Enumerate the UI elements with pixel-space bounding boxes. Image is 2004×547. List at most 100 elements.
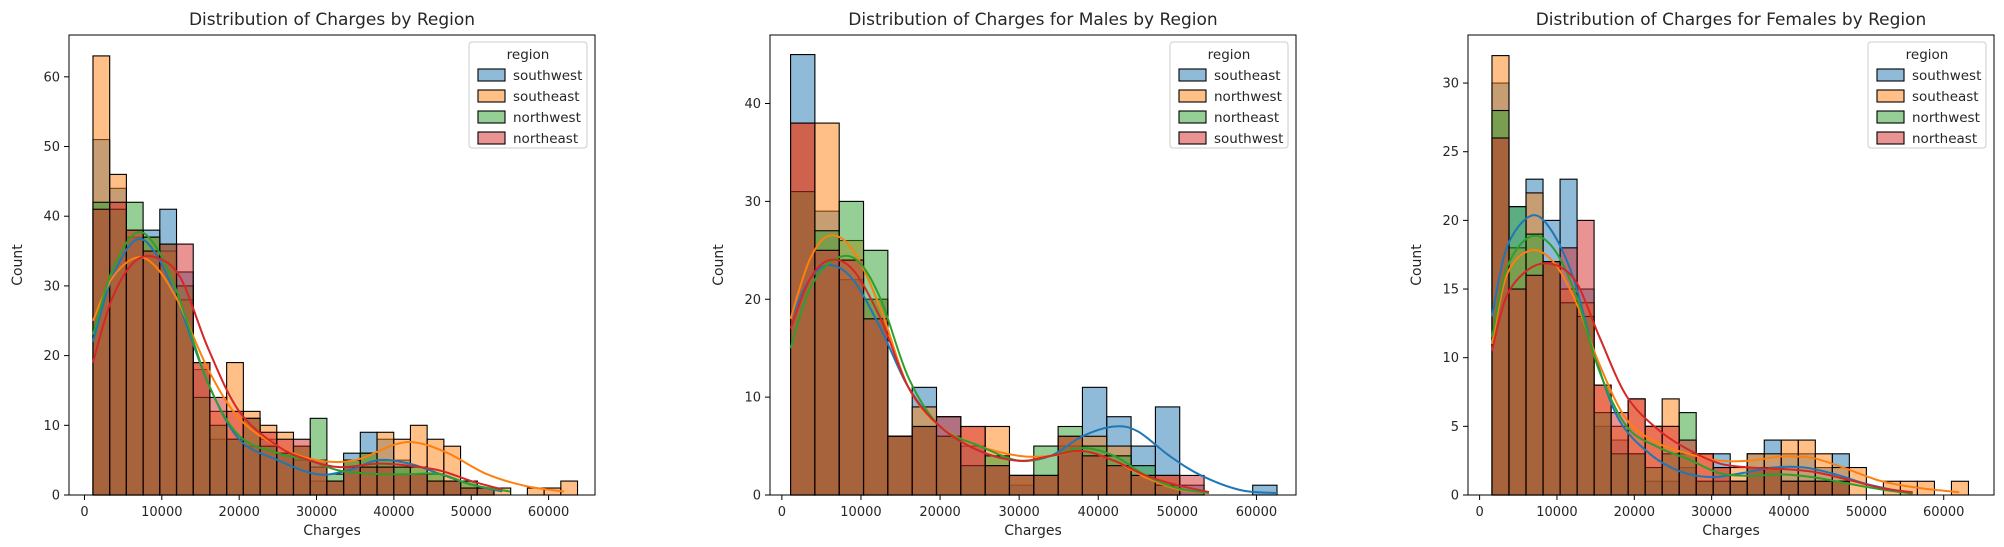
bar-northeast-2 [125, 229, 144, 496]
bar-northeast-22 [460, 487, 478, 496]
chart-title: Distribution of Charges for Males by Reg… [848, 10, 1217, 30]
x-tick-label: 40000 [1078, 505, 1119, 520]
bar-northeast-18 [393, 473, 411, 496]
y-tick-label: 10 [744, 391, 761, 406]
legend-label-northwest: northwest [1912, 110, 1980, 126]
x-tick-label: 0 [778, 505, 786, 520]
bar-northeast-7 [209, 396, 228, 496]
x-tick-label: 30000 [998, 505, 1039, 520]
x-tick-label: 30000 [1691, 505, 1732, 520]
axes-frame [769, 34, 1297, 496]
x-axis-label: Charges [303, 523, 361, 539]
y-tick-label: 15 [1442, 283, 1459, 298]
y-tick-label: 20 [1442, 214, 1459, 229]
bar-northeast-3 [142, 250, 161, 496]
bar-southwest-7 [960, 425, 986, 496]
x-tick-label: 30000 [296, 505, 337, 520]
legend-swatch-northwest [477, 110, 506, 124]
legend-label-northwest: northwest [1214, 89, 1282, 105]
bar-southwest-1 [814, 249, 840, 496]
x-tick-label: 0 [80, 505, 88, 520]
bar-southeast-27 [1950, 480, 1970, 496]
x-axis-label: Charges [1004, 523, 1062, 539]
legend-label-southwest: southwest [513, 68, 582, 84]
x-tick-label: 40000 [1768, 505, 1809, 520]
y-tick-label: 10 [43, 419, 60, 434]
bar-southwest-12 [1081, 455, 1108, 496]
bar-southwest-4 [887, 435, 913, 496]
kde-line-northwest [92, 230, 511, 493]
x-tick-label: 60000 [1236, 505, 1277, 520]
legend-swatch-northeast [1178, 110, 1207, 124]
kde-line-southeast [1491, 249, 1960, 494]
bar-northeast-18 [1797, 480, 1816, 496]
legend-label-southeast: southeast [1912, 89, 1979, 105]
legend-label-southeast: southeast [1214, 68, 1281, 84]
y-tick-label: 30 [43, 279, 60, 294]
y-tick-label: 0 [52, 489, 60, 504]
legend: region southwest southeast northwest northea… [1867, 41, 1987, 149]
y-tick-label: 10 [1442, 351, 1459, 366]
x-tick-label: 10000 [840, 505, 881, 520]
y-tick-label: 60 [43, 70, 60, 85]
y-tick-label: 40 [43, 210, 60, 225]
x-tick-label: 50000 [1846, 505, 1887, 520]
y-tick-label: 0 [1451, 489, 1459, 504]
bar-northeast-10 [1661, 425, 1680, 496]
legend-swatch-southwest [1178, 131, 1207, 145]
series-southwest [790, 122, 1205, 496]
y-tick-label: 30 [1442, 77, 1459, 92]
axes-frame [68, 34, 596, 496]
legend-swatch-northeast [477, 131, 506, 145]
bar-northeast-6 [1593, 384, 1612, 496]
legend: region southeast northwest northeast southwe… [1169, 41, 1289, 149]
bar-southwest-10 [1033, 474, 1059, 496]
y-tick-label: 0 [753, 489, 761, 504]
legend-label-southwest: southwest [1214, 131, 1283, 147]
legend-swatch-southeast [477, 89, 506, 103]
legend-title: region [507, 47, 550, 63]
bar-southwest-5 [911, 425, 938, 496]
chart-3: 0 10000 20000 30000 40000 50000 60000 0 5 10 15 20 2… [1409, 10, 1995, 539]
kde-line-southwest [92, 237, 503, 493]
legend-label-southwest: southwest [1912, 68, 1981, 84]
chart-2: 0 10000 20000 30000 40000 50000 60000 0 10 20 30 40… [711, 10, 1297, 539]
bar-southwest-8 [984, 465, 1011, 496]
legend-label-northwest: northwest [513, 110, 581, 126]
legend-swatch-southwest [1876, 68, 1905, 82]
x-tick-label: 10000 [1536, 505, 1577, 520]
bar-southwest-9 [1008, 474, 1035, 496]
kde-line-northeast [1491, 262, 1913, 494]
x-tick-label: 50000 [451, 505, 492, 520]
legend: region southwest southeast northwest northea… [468, 41, 588, 149]
bar-northeast-2 [1525, 274, 1544, 496]
legend-label-southeast: southeast [513, 89, 580, 105]
legend-label-northeast: northeast [1912, 131, 1977, 147]
kde-line-southeast [92, 256, 565, 493]
x-tick-label: 20000 [218, 505, 259, 520]
bar-northeast-16 [359, 466, 378, 496]
bar-northeast-21 [443, 480, 462, 496]
bar-southeast-28 [560, 480, 579, 496]
y-tick-label: 20 [43, 349, 60, 364]
kde-line-southwest [1491, 214, 1898, 492]
legend-swatch-northeast [1876, 131, 1905, 145]
y-axis-label: Count [10, 244, 26, 286]
bar-northeast-14 [1729, 480, 1748, 496]
legend-swatch-southeast [1178, 68, 1207, 82]
x-tick-label: 0 [1475, 505, 1483, 520]
legend-label-northeast: northeast [513, 131, 578, 147]
bar-southwest-3 [862, 318, 889, 496]
kde-line-southwest [789, 258, 1210, 494]
legend-title: region [1906, 47, 1949, 63]
x-tick-label: 50000 [1157, 505, 1198, 520]
chart-1: 0 10000 20000 30000 40000 50000 60000 0 10 20 30 40… [10, 10, 596, 539]
y-tick-label: 5 [1451, 420, 1459, 435]
bar-northeast-17 [376, 466, 395, 496]
bar-northeast-5 [1576, 219, 1595, 496]
bar-northeast-1 [1508, 288, 1527, 496]
bar-northeast-5 [175, 243, 194, 496]
y-tick-label: 25 [1442, 145, 1459, 160]
kde-line-northwest [1491, 234, 1913, 495]
